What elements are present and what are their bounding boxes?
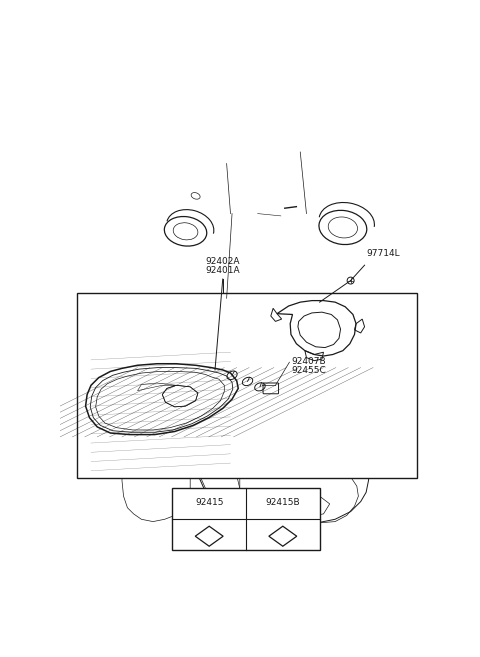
Text: 92401A: 92401A (205, 266, 240, 275)
Polygon shape (122, 436, 147, 457)
Text: 92415: 92415 (195, 499, 223, 507)
Text: 92415B: 92415B (265, 499, 300, 507)
Text: 92455C: 92455C (291, 366, 326, 375)
Bar (172, 489, 320, 550)
Text: 92402A: 92402A (205, 257, 240, 265)
Text: 97714L: 97714L (366, 249, 400, 258)
Text: 92407B: 92407B (291, 357, 325, 366)
Bar (77, 293, 417, 478)
